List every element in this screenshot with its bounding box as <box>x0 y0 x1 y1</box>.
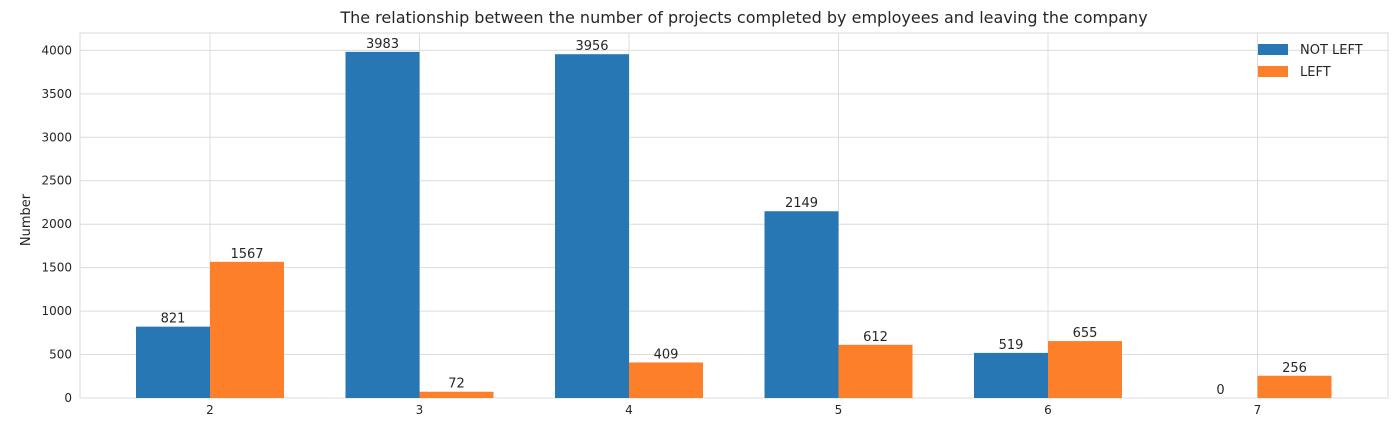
legend-swatch <box>1258 44 1288 55</box>
bar-value-label: 519 <box>999 338 1024 353</box>
legend-label: NOT LEFT <box>1300 43 1363 58</box>
y-tick-label: 3000 <box>41 130 72 144</box>
bar-not-left <box>136 326 210 398</box>
bar-left <box>210 261 284 398</box>
legend-label: LEFT <box>1300 65 1331 80</box>
chart-title: The relationship between the number of p… <box>339 8 1147 27</box>
x-tick-label: 6 <box>1044 403 1052 417</box>
bar-value-label: 1567 <box>230 247 263 262</box>
legend: NOT LEFT LEFT <box>1258 43 1363 80</box>
y-tick-label: 2000 <box>41 217 72 231</box>
y-tick-label: 0 <box>64 391 72 405</box>
y-tick-label: 1000 <box>41 304 72 318</box>
bar-value-label: 2149 <box>785 196 818 211</box>
x-tick-label: 3 <box>416 403 424 417</box>
bar-value-label: 72 <box>448 377 465 392</box>
bar-left <box>1257 375 1332 398</box>
bar-value-label: 655 <box>1073 326 1098 341</box>
bar-value-label: 821 <box>161 312 186 327</box>
bar-not-left <box>345 51 420 398</box>
y-axis-title: Number <box>19 193 34 246</box>
x-tick-labels: 2 3 4 5 6 7 <box>206 403 1261 417</box>
x-tick-label: 7 <box>1254 403 1262 417</box>
y-tick-label: 2500 <box>41 174 72 188</box>
y-tick-label: 500 <box>49 348 72 362</box>
bar-value-label: 3983 <box>366 37 399 52</box>
bar-value-labels: 821 3983 3956 2149 519 0 1567 72 409 612 655 256 <box>161 37 1307 398</box>
bar-left <box>419 391 494 398</box>
y-tick-label: 4000 <box>41 43 72 57</box>
bar-left <box>838 344 913 398</box>
bar-not-left <box>974 352 1048 398</box>
y-tick-label: 1500 <box>41 261 72 275</box>
bar-value-label: 3956 <box>575 39 608 54</box>
bar-not-left <box>555 54 629 398</box>
bar-value-label: 612 <box>863 330 888 345</box>
x-tick-label: 2 <box>206 403 214 417</box>
bar-value-label: 409 <box>654 347 679 362</box>
bar-not-left <box>764 211 839 398</box>
x-tick-label: 4 <box>625 403 633 417</box>
bars <box>136 51 1332 398</box>
bar-value-label: 256 <box>1282 361 1307 376</box>
y-tick-labels: 0 500 1000 1500 2000 2500 3000 3500 4000 <box>41 43 72 405</box>
bar-left <box>629 362 703 398</box>
bar-left <box>1048 341 1122 398</box>
x-tick-label: 5 <box>835 403 843 417</box>
y-tick-label: 3500 <box>41 87 72 101</box>
legend-swatch <box>1258 66 1288 77</box>
bar-value-label: 0 <box>1216 383 1224 398</box>
